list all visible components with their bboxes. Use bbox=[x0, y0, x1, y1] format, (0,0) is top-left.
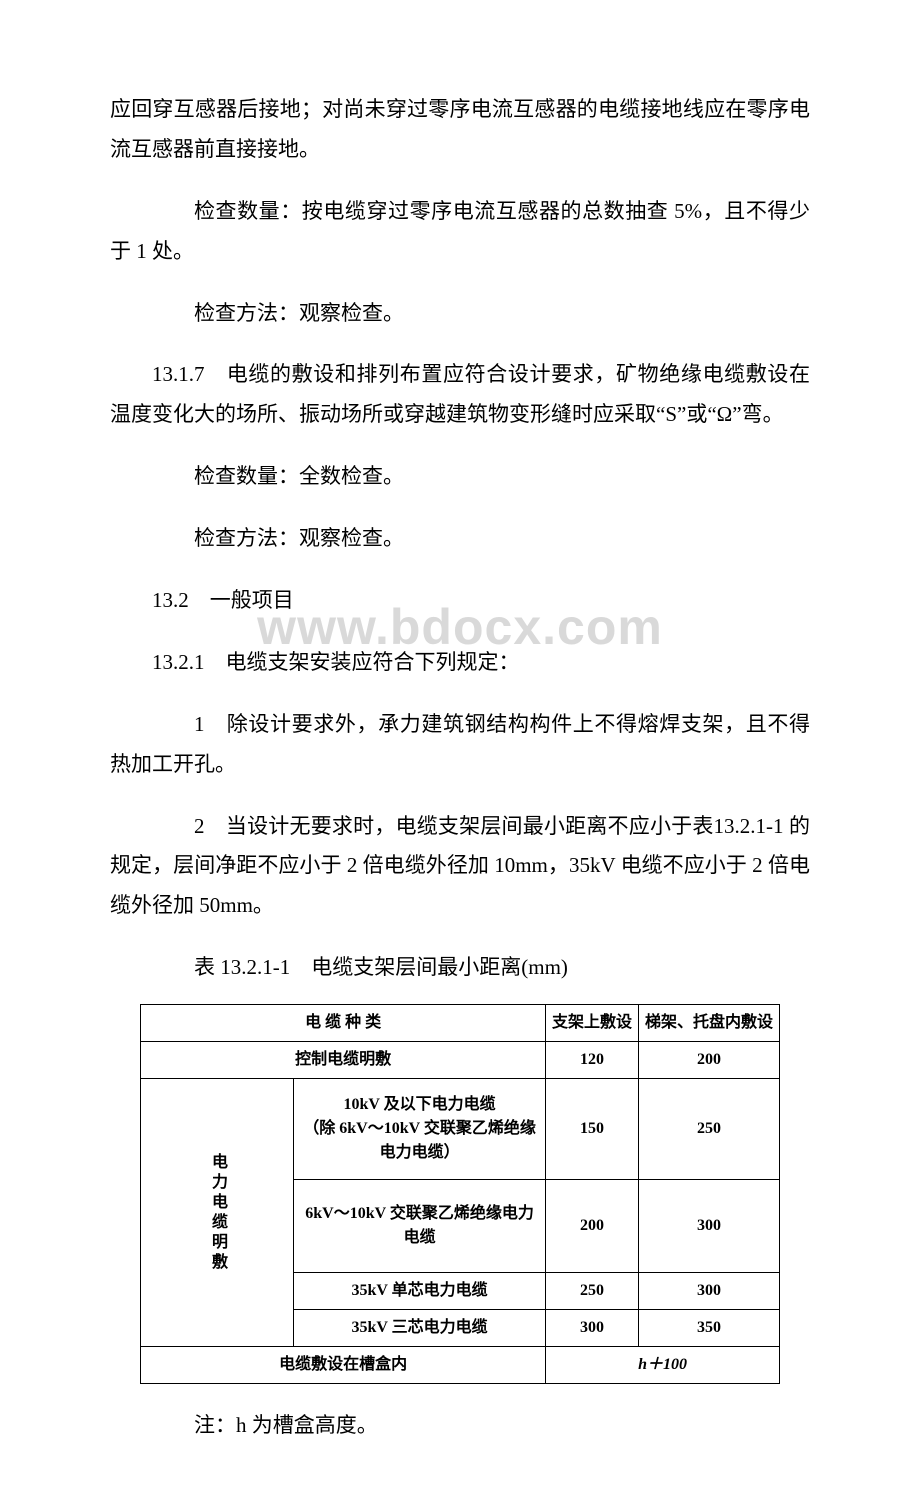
table-cell: 120 bbox=[546, 1042, 639, 1079]
paragraph: 检查方法：观察检查。 bbox=[110, 519, 810, 559]
table-cell: 300 bbox=[546, 1310, 639, 1347]
table-row: 电力电缆明敷 10kV 及以下电力电缆 （除 6kV～10kV 交联聚乙烯绝缘电… bbox=[141, 1079, 780, 1180]
document-body: 应回穿互感器后接地；对尚未穿过零序电流互感器的电缆接地线应在零序电流互感器前直接… bbox=[110, 90, 810, 1446]
paragraph: 应回穿互感器后接地；对尚未穿过零序电流互感器的电缆接地线应在零序电流互感器前直接… bbox=[110, 90, 810, 170]
table-cell: 200 bbox=[638, 1042, 779, 1079]
table-row-group-label: 电力电缆明敷 bbox=[141, 1079, 294, 1347]
table-row: 电 缆 种 类 支架上敷设 梯架、托盘内敷设 bbox=[141, 1005, 780, 1042]
table-header-col2: 梯架、托盘内敷设 bbox=[638, 1005, 779, 1042]
clause-heading: 13.2.1 电缆支架安装应符合下列规定： bbox=[110, 643, 810, 683]
table-note: 注：h 为槽盒高度。 bbox=[110, 1406, 810, 1446]
paragraph: 2 当设计无要求时，电缆支架层间最小距离不应小于表13.2.1-1 的规定，层间… bbox=[110, 807, 810, 927]
table-cell: 250 bbox=[638, 1079, 779, 1180]
table-cell: 35kV 三芯电力电缆 bbox=[294, 1310, 546, 1347]
table-cell-line1: 10kV 及以下电力电缆 bbox=[344, 1096, 496, 1113]
table-cell: 300 bbox=[638, 1180, 779, 1273]
table-row: 控制电缆明敷 120 200 bbox=[141, 1042, 780, 1079]
table-header-type: 电 缆 种 类 bbox=[141, 1005, 546, 1042]
table-cell: h＋100 bbox=[546, 1347, 780, 1384]
paragraph: 1 除设计要求外，承力建筑钢结构构件上不得熔焊支架，且不得热加工开孔。 bbox=[110, 705, 810, 785]
table-cell-line2: （除 6kV～10kV 交联聚乙烯绝缘电力电缆） bbox=[303, 1120, 536, 1161]
paragraph: 检查数量：按电缆穿过零序电流互感器的总数抽查 5%，且不得少于 1 处。 bbox=[110, 192, 810, 272]
table-cell: 控制电缆明敷 bbox=[141, 1042, 546, 1079]
paragraph: 13.1.7 电缆的敷设和排列布置应符合设计要求，矿物绝缘电缆敷设在温度变化大的… bbox=[110, 355, 810, 435]
table-cell: 350 bbox=[638, 1310, 779, 1347]
table-cell: 电缆敷设在槽盒内 bbox=[141, 1347, 546, 1384]
table-header-col1: 支架上敷设 bbox=[546, 1005, 639, 1042]
paragraph: 检查方法：观察检查。 bbox=[110, 294, 810, 334]
table-cell: 35kV 单芯电力电缆 bbox=[294, 1273, 546, 1310]
distance-table: 电 缆 种 类 支架上敷设 梯架、托盘内敷设 控制电缆明敷 120 200 电力… bbox=[140, 1004, 780, 1384]
table-caption: 表 13.2.1-1 电缆支架层间最小距离(mm) bbox=[110, 948, 810, 988]
paragraph: 检查数量：全数检查。 bbox=[110, 457, 810, 497]
table-cell: 150 bbox=[546, 1079, 639, 1180]
table-cell: 200 bbox=[546, 1180, 639, 1273]
table-cell: 10kV 及以下电力电缆 （除 6kV～10kV 交联聚乙烯绝缘电力电缆） bbox=[294, 1079, 546, 1180]
table-cell: 300 bbox=[638, 1273, 779, 1310]
table-cell: 6kV～10kV 交联聚乙烯绝缘电力电缆 bbox=[294, 1180, 546, 1273]
section-heading: 13.2 一般项目 bbox=[110, 581, 810, 621]
table-cell: 250 bbox=[546, 1273, 639, 1310]
table-row: 电缆敷设在槽盒内 h＋100 bbox=[141, 1347, 780, 1384]
